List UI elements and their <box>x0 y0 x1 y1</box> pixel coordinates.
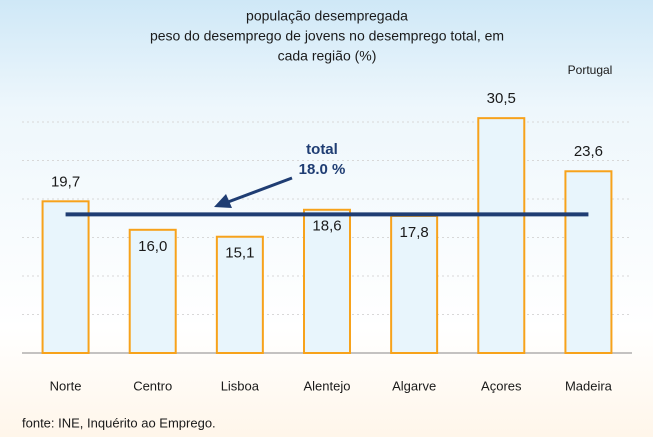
title-line: cada região (%) <box>278 48 377 64</box>
value-label: 17,8 <box>400 224 429 241</box>
x-tick-label: Açores <box>481 378 522 393</box>
reference-label: total <box>306 141 338 158</box>
x-tick-label: Algarve <box>392 378 436 393</box>
value-label: 19,7 <box>51 173 80 190</box>
value-label: 16,0 <box>138 238 167 255</box>
value-label: 18,6 <box>312 218 341 235</box>
title-line: peso do desemprego de jovens no desempre… <box>150 28 504 44</box>
x-tick-label: Norte <box>50 378 82 393</box>
bar <box>303 208 351 354</box>
bar <box>477 117 526 355</box>
value-label: 30,5 <box>487 90 516 107</box>
arrow-shaft <box>227 176 293 204</box>
title-line: população desempregada <box>246 8 408 24</box>
bar <box>128 228 177 354</box>
x-tick-label: Alentejo <box>304 378 351 393</box>
arrow-head <box>214 194 232 208</box>
bar <box>41 200 90 354</box>
source: fonte: INE, Inquérito ao Emprego. <box>22 415 216 430</box>
x-tick-label: Lisboa <box>221 378 260 393</box>
bar <box>215 235 264 354</box>
x-tick-label: Madeira <box>565 378 613 393</box>
value-label: 15,1 <box>225 245 254 262</box>
value-label: 23,6 <box>574 143 603 160</box>
bar <box>564 170 613 354</box>
reference-label: 18.0 % <box>299 161 346 178</box>
x-tick-label: Centro <box>133 378 172 393</box>
corner-label: Portugal <box>568 63 613 77</box>
